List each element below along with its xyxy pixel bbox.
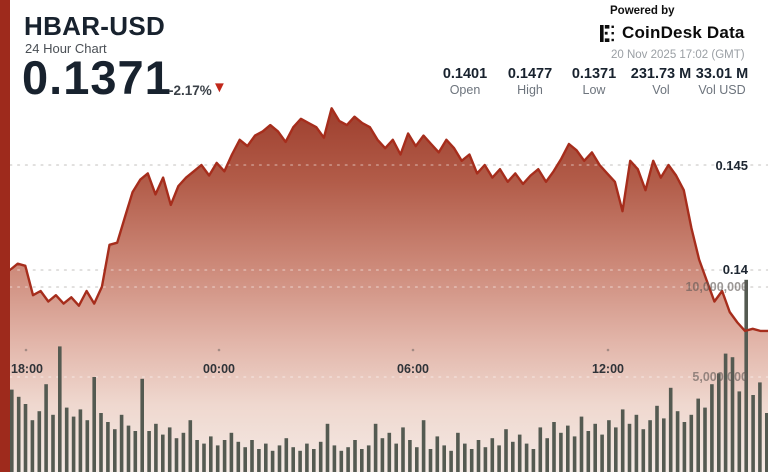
current-price: 0.1371 [22, 51, 172, 104]
stat-low: 0.1371 Low [552, 66, 636, 97]
stat-high-value: 0.1477 [507, 66, 553, 82]
stat-high: 0.1477 High [488, 66, 572, 97]
stat-vol-usd-label: Vol USD [698, 83, 746, 97]
stat-vol-label: Vol [652, 83, 670, 97]
coindesk-brand: CoinDesk Data [600, 23, 745, 43]
stat-low-value: 0.1371 [571, 66, 617, 82]
gridlines-overlay [9, 164, 768, 378]
volume-bars [10, 279, 768, 472]
time-axis-label-0600: 06:00 [397, 362, 429, 376]
price-area [10, 108, 768, 472]
coindesk-brand-name: CoinDesk Data [622, 23, 745, 42]
stat-high-label: High [517, 83, 543, 97]
price-change: -2.17% [169, 83, 212, 98]
stat-open: 0.1401 Open [423, 66, 507, 97]
coindesk-logo-icon [600, 24, 614, 42]
time-axis-label-1200: 12:00 [592, 362, 624, 376]
stat-open-label: Open [449, 83, 481, 97]
stat-low-label: Low [582, 83, 606, 97]
stat-vol: 231.73 M Vol [619, 66, 703, 97]
time-axis-label-0000: 00:00 [203, 362, 235, 376]
x-axis-ticks [24, 348, 610, 352]
price-down-icon: ▼ [212, 79, 227, 96]
stat-open-value: 0.1401 [442, 66, 488, 82]
chart-subtitle: 24 Hour Chart [25, 41, 107, 56]
instrument-title: HBAR-USD [24, 11, 166, 41]
powered-by-label: Powered by [610, 5, 675, 17]
accent-stripe [0, 0, 10, 472]
time-axis-label-1800: 18:00 [11, 362, 43, 376]
volume-axis-label-10m: 10,000,000 [685, 280, 748, 294]
price-axis-label-014: 0.14 [722, 262, 748, 277]
price-axis-label-0145: 0.145 [715, 158, 748, 173]
volume-axis-label-5m: 5,000,000 [692, 370, 748, 384]
price-line [8, 107, 768, 333]
stat-vol-usd: 33.01 M Vol USD [680, 66, 764, 97]
chart-timestamp: 20 Nov 2025 17:02 (GMT) [611, 49, 745, 61]
stat-vol-usd-value: 33.01 M [695, 66, 749, 82]
stat-vol-value: 231.73 M [630, 66, 692, 82]
